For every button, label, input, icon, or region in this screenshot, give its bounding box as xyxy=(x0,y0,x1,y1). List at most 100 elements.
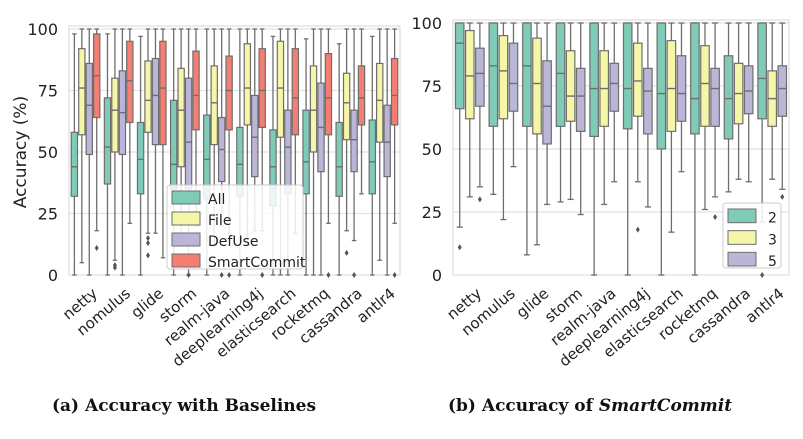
box-deeplearning4j-2 xyxy=(622,22,633,276)
legend: All File DefUse SmartCommit xyxy=(166,184,306,271)
box-iqr xyxy=(258,48,266,129)
box-nomulus-All xyxy=(103,33,112,276)
box-glide-File xyxy=(144,28,152,259)
box-iqr xyxy=(342,72,351,141)
box-iqr xyxy=(656,22,667,150)
y-tick-label: 100 xyxy=(411,14,442,33)
y-tick-label: 0 xyxy=(432,266,442,285)
box-iqr xyxy=(666,40,677,132)
y-tick-label: 75 xyxy=(422,77,442,96)
box-iqr xyxy=(632,42,643,117)
box-iqr xyxy=(284,109,292,195)
box-cassandra-File xyxy=(342,28,351,256)
legend-label: 3 xyxy=(768,232,777,248)
box-rocketmq-2 xyxy=(690,22,700,276)
box-iqr xyxy=(464,29,475,120)
box-glide-2 xyxy=(522,22,532,256)
box-deeplearning4j-3 xyxy=(632,22,643,233)
legend-swatch xyxy=(171,232,201,247)
box-iqr xyxy=(383,104,391,178)
outlier-point xyxy=(112,262,117,269)
box-nomulus-SmartCommit xyxy=(126,28,134,224)
box-nomulus-5 xyxy=(508,22,519,168)
outlier-point xyxy=(457,244,462,251)
caption-a: (a) Accuracy with Baselines xyxy=(52,396,316,416)
outlier-point xyxy=(760,272,765,278)
y-tick-label: 50 xyxy=(38,143,58,162)
box-iqr xyxy=(85,62,94,156)
box-iqr xyxy=(251,94,259,178)
box-antlr4-3 xyxy=(767,22,778,180)
box-nomulus-3 xyxy=(498,22,509,221)
box-glide-All xyxy=(136,35,145,276)
box-elasticsearch-3 xyxy=(666,22,677,233)
y-tick-label: 75 xyxy=(38,82,58,101)
box-iqr xyxy=(335,121,343,197)
y-tick-label: 100 xyxy=(27,20,58,39)
box-rocketmq-File xyxy=(309,28,318,276)
box-iqr xyxy=(575,67,586,132)
legend-swatch xyxy=(171,211,201,226)
box-iqr xyxy=(357,65,366,126)
box-iqr xyxy=(184,77,193,190)
legend-label: 2 xyxy=(768,211,777,227)
box-iqr xyxy=(498,34,509,120)
legend-frame xyxy=(166,184,304,270)
box-iqr xyxy=(350,109,358,173)
outlier-point xyxy=(352,272,357,278)
y-tick-label: 50 xyxy=(422,140,442,159)
box-iqr xyxy=(291,48,300,136)
box-rocketmq-DefUse xyxy=(317,28,325,276)
box-iqr xyxy=(276,40,285,138)
box-netty-2 xyxy=(454,22,465,251)
box-cassandra-5 xyxy=(743,22,754,183)
outlier-point xyxy=(186,272,191,278)
box-iqr xyxy=(555,22,566,127)
box-iqr xyxy=(710,67,720,127)
outlier-point xyxy=(326,272,331,278)
box-iqr xyxy=(609,62,620,112)
outlier-point xyxy=(146,252,151,259)
box-netty-DefUse xyxy=(85,28,94,276)
box-iqr xyxy=(542,60,552,145)
caption-b-prefix: (b) Accuracy of xyxy=(448,396,599,416)
box-elasticsearch-2 xyxy=(656,22,667,276)
outlier-point xyxy=(260,272,265,278)
box-rocketmq-SmartCommit xyxy=(324,28,333,278)
box-storm-2 xyxy=(555,22,566,203)
box-netty-3 xyxy=(464,22,475,198)
box-iqr xyxy=(103,97,112,185)
outlier-point xyxy=(146,235,151,242)
box-iqr xyxy=(309,65,318,153)
box-iqr xyxy=(757,22,767,120)
box-rocketmq-5 xyxy=(710,22,720,221)
box-rocketmq-All xyxy=(302,38,310,276)
box-iqr xyxy=(522,22,532,127)
legend-swatch xyxy=(727,230,757,245)
box-realm-java-2 xyxy=(589,22,599,276)
box-deeplearning4j-5 xyxy=(643,22,653,208)
box-iqr xyxy=(136,121,145,195)
box-iqr xyxy=(368,119,377,195)
x-tick-label: antlr4 xyxy=(353,284,399,326)
box-iqr xyxy=(690,22,700,135)
box-antlr4-5 xyxy=(777,22,788,200)
box-iqr xyxy=(643,67,653,135)
box-iqr xyxy=(151,57,160,146)
box-glide-3 xyxy=(532,22,542,246)
box-iqr xyxy=(210,65,218,146)
box-iqr xyxy=(488,22,499,127)
legend-swatch xyxy=(171,253,201,268)
box-antlr4-All xyxy=(368,35,377,276)
box-iqr xyxy=(532,37,542,135)
box-iqr xyxy=(700,45,710,127)
box-iqr xyxy=(508,42,519,112)
box-cassandra-All xyxy=(335,43,343,276)
box-netty-All xyxy=(70,33,79,276)
box-iqr xyxy=(243,43,252,126)
outlier-point xyxy=(635,226,640,233)
box-cassandra-3 xyxy=(733,22,744,180)
box-iqr xyxy=(159,40,167,146)
box-iqr xyxy=(777,65,788,117)
